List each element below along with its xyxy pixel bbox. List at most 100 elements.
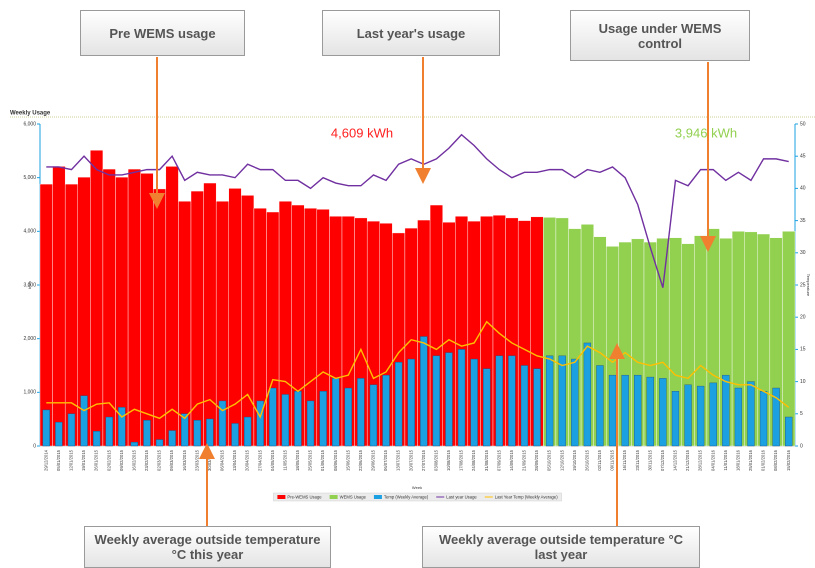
x-tick-label: 14/12/2015 xyxy=(673,449,678,471)
x-tick-label: 08/06/2015 xyxy=(333,449,338,471)
x-tick-label: 12/01/2015 xyxy=(69,449,74,471)
x-tick-label: 01/06/2015 xyxy=(320,449,325,471)
y-tick-label: 2,000 xyxy=(23,336,36,342)
annotation-box: Pre WEMS usage xyxy=(80,10,245,56)
x-tick-label: 02/03/2015 xyxy=(157,449,162,471)
line-series xyxy=(46,133,789,288)
bar xyxy=(357,378,365,447)
x-tick-label: 08/02/2016 xyxy=(773,449,778,471)
legend: Pre-WEMS Usage WEMS Usage Temp (Weekly Ave… xyxy=(273,492,562,502)
average-label: 3,946 kWh xyxy=(675,125,737,140)
x-tick-label: 05/10/2015 xyxy=(547,449,552,471)
chart-title: Weekly Usage xyxy=(10,111,51,117)
bar xyxy=(734,387,743,447)
x-tick-label: 21/09/2015 xyxy=(522,449,527,471)
bar xyxy=(533,368,541,447)
x-tick-label: 23/03/2015 xyxy=(194,449,199,471)
y-tick-label: 6,000 xyxy=(23,121,36,127)
x-tick-label: 25/01/2016 xyxy=(748,449,753,471)
x-tick-label: 31/08/2015 xyxy=(484,449,489,471)
legend-label: Temp (Weekly Average) xyxy=(384,494,429,499)
bar xyxy=(243,416,252,447)
legend-item: Last year Usage xyxy=(436,494,477,499)
bar xyxy=(64,183,78,447)
bar xyxy=(319,391,327,447)
y2-axis-title: Temperature xyxy=(806,274,811,297)
y-tick-label: 1,000 xyxy=(23,390,36,396)
x-tick-label: 18/01/2016 xyxy=(735,449,740,471)
y2-tick-label: 20 xyxy=(800,315,806,321)
legend-label: Last Year Temp (Weekly Average) xyxy=(495,494,558,499)
bar xyxy=(785,416,793,447)
bar xyxy=(294,391,302,447)
x-tick-label: 02/02/2015 xyxy=(106,449,111,471)
y2-tick-label: 15 xyxy=(800,347,806,353)
bar xyxy=(306,400,315,447)
bar xyxy=(369,384,378,447)
bar xyxy=(332,378,340,447)
bar xyxy=(621,374,629,447)
x-tick-label: 28/09/2015 xyxy=(534,449,539,471)
annotation-box: Usage under WEMS control xyxy=(570,10,750,61)
y2-tick-label: 10 xyxy=(800,379,806,385)
bar xyxy=(545,355,554,447)
bar xyxy=(39,183,53,447)
y2-tick-label: 25 xyxy=(800,282,806,288)
bar xyxy=(782,231,796,447)
legend-swatch xyxy=(277,495,286,499)
x-tick-label: 19/10/2015 xyxy=(572,449,577,471)
bar xyxy=(759,391,768,447)
x-tick-label: 19/01/2015 xyxy=(81,449,86,471)
x-tick-label: 01/02/2016 xyxy=(761,449,766,471)
x-tick-label: 16/11/2015 xyxy=(622,449,627,470)
bar xyxy=(709,382,717,447)
bar xyxy=(684,384,692,447)
bar xyxy=(646,376,654,447)
line-series xyxy=(46,320,790,420)
x-tick-label: 11/05/2015 xyxy=(282,449,287,470)
bar xyxy=(127,168,141,447)
x-tick-label: 11/01/2016 xyxy=(723,449,728,470)
y-axis-title: kWh xyxy=(27,281,32,289)
y-tick-label: 3,000 xyxy=(23,282,36,288)
x-tick-label: 17/08/2015 xyxy=(459,449,464,471)
bar xyxy=(747,381,755,447)
x-tick-label: 29/06/2015 xyxy=(371,449,376,471)
y-tick-label: 5,000 xyxy=(23,175,36,181)
x-tick-label: 02/11/2015 xyxy=(597,449,602,470)
bar xyxy=(696,385,705,447)
legend-swatch xyxy=(329,495,338,499)
bar xyxy=(52,166,66,447)
plot: 0 1,000 2,000 3,000 4,000 5,000 6,000 0 5 10 15 20 2… xyxy=(23,121,806,502)
x-tick-label: 12/10/2015 xyxy=(559,449,564,471)
x-tick-label: 16/02/2015 xyxy=(131,449,136,471)
bar xyxy=(115,176,129,447)
bar xyxy=(508,355,516,447)
bar xyxy=(558,355,566,447)
legend-label: Last year Usage xyxy=(446,494,477,499)
bar xyxy=(571,358,579,447)
x-tick-label: 06/07/2015 xyxy=(383,449,388,471)
bar xyxy=(344,387,352,447)
legend-item: WEMS Usage xyxy=(329,494,367,499)
bar xyxy=(105,416,113,447)
bar xyxy=(420,336,428,447)
bar xyxy=(671,391,680,447)
bar xyxy=(90,150,104,447)
bar xyxy=(256,400,264,447)
y2-tick-label: 0 xyxy=(800,443,803,449)
x-tick-label: 20/04/2015 xyxy=(245,449,250,471)
x-tick-label: 13/07/2015 xyxy=(396,449,401,471)
y2-tick-label: 45 xyxy=(800,154,806,160)
bar xyxy=(140,173,154,447)
x-tick-label: 07/12/2015 xyxy=(660,449,665,471)
bar xyxy=(181,413,189,447)
x-tick-label: 10/08/2015 xyxy=(446,449,451,471)
x-tick-label: 15/06/2015 xyxy=(345,449,350,471)
bar xyxy=(483,368,491,447)
x-tick-label: 30/11/2015 xyxy=(647,449,652,470)
bar xyxy=(432,355,441,447)
x-axis-title: Week xyxy=(412,485,422,490)
bar xyxy=(583,342,592,447)
x-tick-label: 28/12/2015 xyxy=(698,449,703,471)
